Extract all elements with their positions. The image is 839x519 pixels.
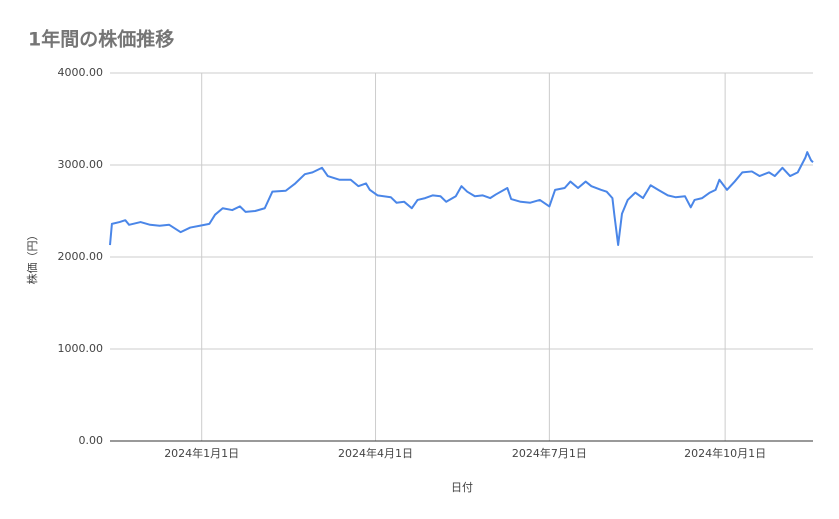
chart-title: 1年間の株価推移 xyxy=(28,28,174,51)
x-axis-label: 日付 xyxy=(451,481,473,494)
x-tick-label: 2024年1月1日 xyxy=(164,446,239,460)
y-axis-label: 株価（円） xyxy=(25,230,39,285)
data-line xyxy=(109,151,814,247)
y-tick-label: 0.00 xyxy=(79,434,104,447)
y-tick-label: 2000.00 xyxy=(58,250,104,263)
x-tick-label: 2024年10月1日 xyxy=(684,446,766,460)
x-tick-label: 2024年7月1日 xyxy=(512,446,587,460)
x-tick-label: 2024年4月1日 xyxy=(338,446,413,460)
y-tick-label: 4000.00 xyxy=(58,66,104,79)
y-tick-label: 1000.00 xyxy=(58,342,104,355)
y-tick-label: 3000.00 xyxy=(58,158,104,171)
